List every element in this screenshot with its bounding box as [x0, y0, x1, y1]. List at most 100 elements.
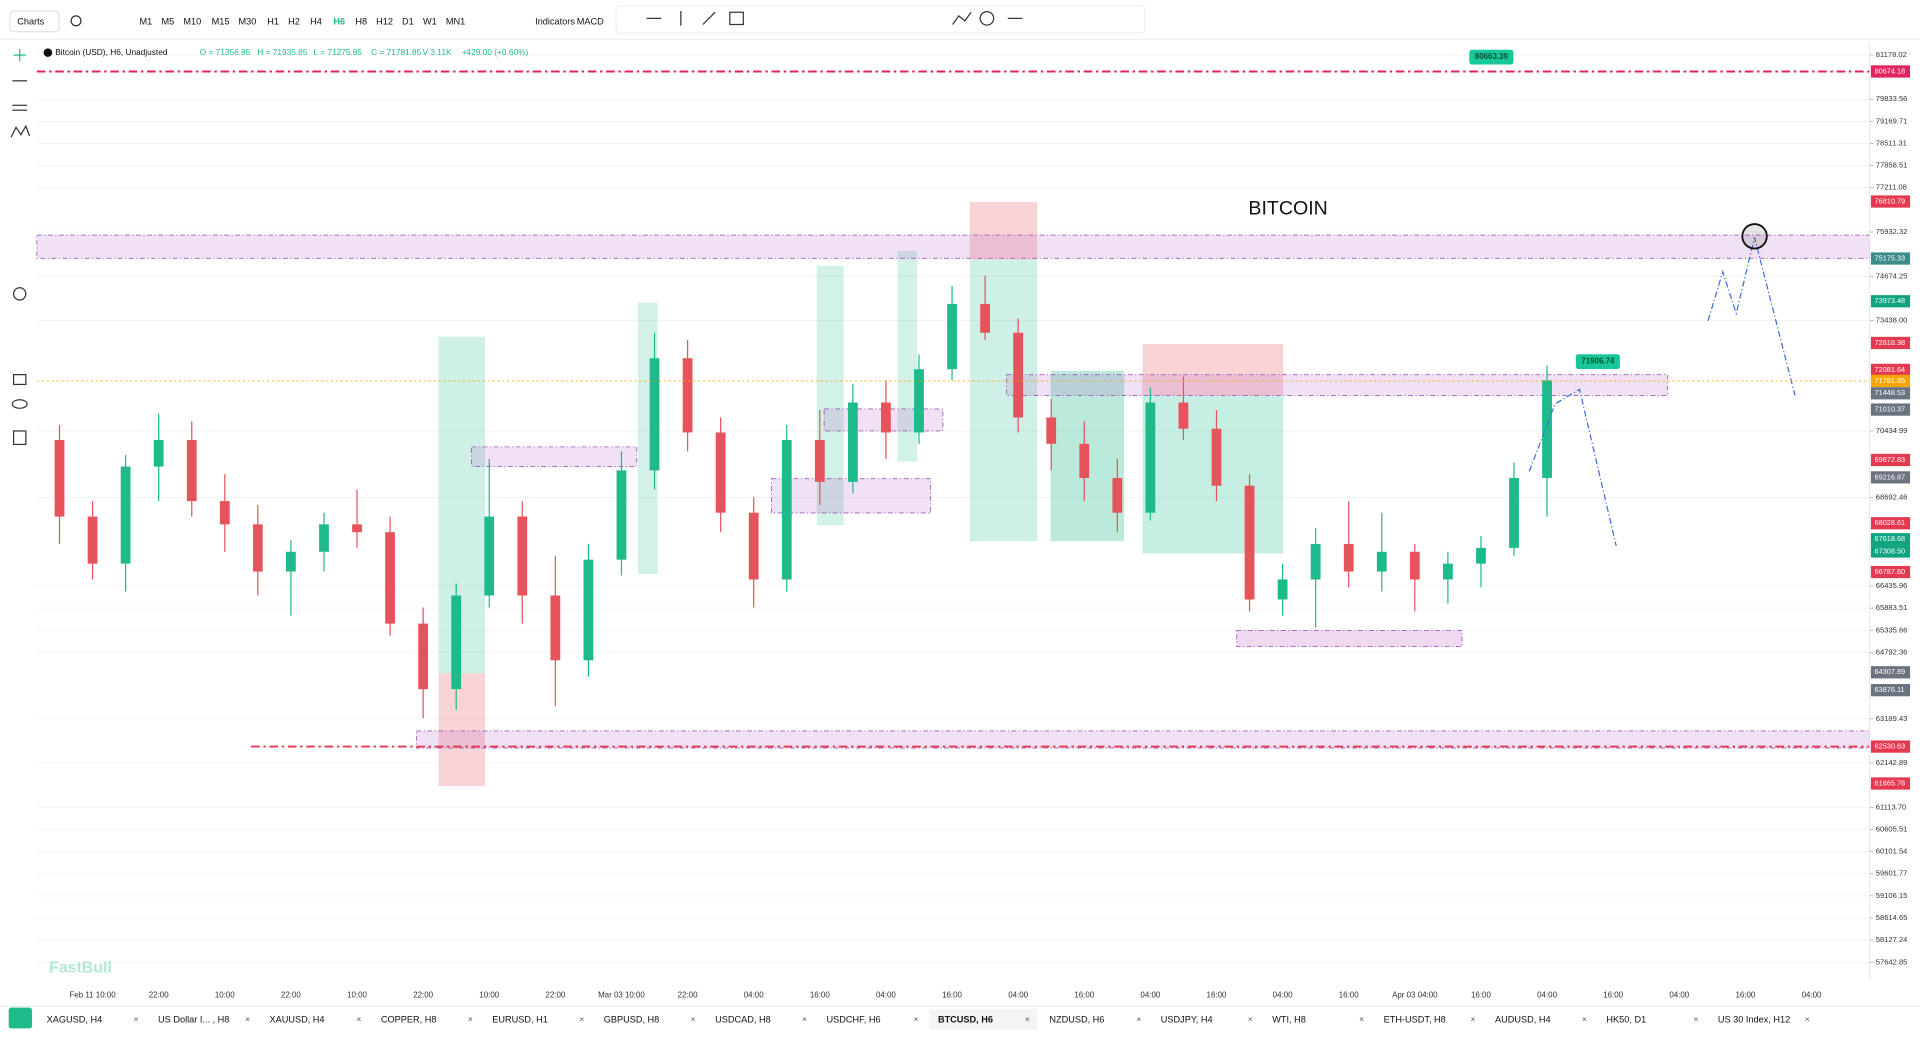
tool-icon[interactable]	[11, 399, 28, 409]
candle-body	[914, 369, 924, 433]
x-tick-label: 22:00	[149, 990, 169, 999]
candle-body	[583, 559, 594, 661]
price-tag-label: 68028.61	[1875, 518, 1906, 527]
symbol-tab[interactable]: NZDUSD, H6	[1049, 1014, 1104, 1024]
candle-body	[881, 402, 891, 433]
candle-body	[781, 439, 792, 580]
x-tick-label: Feb 11 10:00	[69, 990, 116, 999]
symbol-tab[interactable]: GBPUSD, H8	[604, 1014, 660, 1024]
timeframe-button[interactable]: H8	[355, 16, 367, 26]
forecast-path	[1528, 388, 1617, 547]
timeframe-button[interactable]: M15	[212, 16, 230, 26]
price-tag-label: 69216.87	[1875, 472, 1906, 481]
price-tag	[1870, 363, 1911, 377]
drawing-zone	[471, 446, 638, 467]
timeframe-button[interactable]: H4	[310, 16, 322, 26]
symbol-tab[interactable]: ETH-USDT, H8	[1384, 1014, 1446, 1024]
header-low: L = 71275.85	[314, 47, 363, 57]
drawing-zone	[969, 202, 1038, 260]
timeframe-button[interactable]: M10	[183, 16, 201, 26]
tool-icon[interactable]	[979, 11, 995, 26]
price-tag	[1870, 545, 1911, 558]
candle-body	[947, 303, 957, 370]
price-tag	[1870, 471, 1911, 484]
price-tag	[1870, 403, 1911, 416]
symbol-icon	[43, 48, 53, 57]
symbol-tab[interactable]: WTI, H8	[1272, 1014, 1306, 1024]
timeframe-button[interactable]: D1	[402, 16, 414, 26]
candle-body	[352, 524, 362, 533]
symbol-tab[interactable]: US 30 Index, H12	[1718, 1014, 1790, 1024]
symbol-tab[interactable]: USDCAD, H8	[715, 1014, 771, 1024]
symbol-tab[interactable]: AUDUSD, H4	[1495, 1014, 1551, 1024]
symbol-tab[interactable]: EURUSD, H1	[492, 1014, 548, 1024]
x-tick-label: 16:00	[1471, 990, 1491, 999]
x-tick-label: 22:00	[281, 990, 301, 999]
x-tick-label: 16:00	[810, 990, 830, 999]
candle-body	[1310, 543, 1321, 580]
symbol-tab[interactable]: XAGUSD, H4	[47, 1014, 103, 1024]
menu-button[interactable]	[9, 10, 60, 33]
tool-icon[interactable]	[10, 124, 31, 138]
y-tick-label: 73438.00	[1876, 316, 1908, 325]
candle-body	[715, 432, 726, 513]
price-tag-label: 80674.18	[1875, 66, 1906, 75]
symbol-tab[interactable]: XAUUSD, H4	[269, 1014, 324, 1024]
symbol-tab[interactable]: USDCHF, H6	[827, 1014, 881, 1024]
drawing-zone	[438, 673, 485, 787]
candle-body	[1376, 551, 1387, 572]
drawing-zone	[36, 234, 1871, 259]
x-tick-label: 10:00	[215, 990, 235, 999]
timeframe-button[interactable]: W1	[423, 16, 437, 26]
tool-icon[interactable]	[12, 287, 27, 301]
timeframe-button[interactable]: M1	[139, 16, 152, 26]
price-tag	[1870, 295, 1911, 308]
timeframe-button[interactable]: MN1	[446, 16, 465, 26]
symbol-tab[interactable]: HK50, D1	[1606, 1014, 1646, 1024]
drawing-zone	[415, 730, 1871, 749]
favorites-button[interactable]	[8, 1007, 32, 1029]
tool-icon[interactable]	[702, 11, 716, 25]
y-tick-label: 61113.70	[1876, 802, 1906, 811]
candle-body	[252, 524, 263, 572]
price-callout-label: 80663.39	[1475, 52, 1509, 61]
timeframe-button[interactable]: H1	[267, 16, 279, 26]
symbol-tab[interactable]: US Dollar I... , H8	[158, 1014, 229, 1024]
indicators-button[interactable]: Indicators	[535, 16, 575, 26]
drawing-zone	[438, 336, 485, 674]
tool-icon[interactable]	[729, 11, 744, 26]
tab-close: ×	[245, 1014, 250, 1024]
timeframe-button[interactable]: M30	[239, 16, 257, 26]
timeframe-button[interactable]: H6	[333, 16, 345, 26]
tool-icon[interactable]	[952, 11, 972, 25]
symbol-tab[interactable]: USDJPY, H4	[1161, 1014, 1213, 1024]
timeframe-button[interactable]: H2	[288, 16, 300, 26]
price-tag	[1870, 374, 1911, 388]
tool-icon[interactable]	[12, 374, 27, 386]
y-tick-label: 59106.15	[1876, 891, 1908, 900]
x-tick-label: 04:00	[1537, 990, 1557, 999]
timeframe-button[interactable]: M5	[161, 16, 174, 26]
candle-body	[550, 595, 561, 661]
price-callout-label: 71906.74	[1581, 357, 1615, 366]
timeframe-button[interactable]: H12	[376, 16, 393, 26]
candle-body	[682, 358, 693, 433]
price-tag-label: 71010.37	[1875, 405, 1906, 414]
symbol-tab[interactable]: BTCUSD, H6	[938, 1014, 993, 1024]
y-tick-label: 79833.56	[1876, 94, 1908, 103]
candle-body	[517, 516, 528, 596]
symbol-tab[interactable]: COPPER, H8	[381, 1014, 437, 1024]
search-icon[interactable]	[70, 15, 82, 27]
x-tick-label: 16:00	[1603, 990, 1623, 999]
y-tick-label: 81178.02	[1876, 50, 1907, 59]
target-marker	[1741, 223, 1768, 250]
candle-body	[1542, 380, 1552, 479]
y-tick-label: 75932.32	[1876, 227, 1908, 236]
candle-body	[1409, 551, 1420, 580]
x-tick-label: 22:00	[678, 990, 698, 999]
tool-icon[interactable]	[12, 430, 27, 446]
tab-close: ×	[1471, 1014, 1476, 1024]
macd-label[interactable]: MACD	[577, 16, 604, 26]
x-tick-label: 04:00	[1140, 990, 1160, 999]
y-tick-label: 63189.43	[1876, 714, 1908, 723]
